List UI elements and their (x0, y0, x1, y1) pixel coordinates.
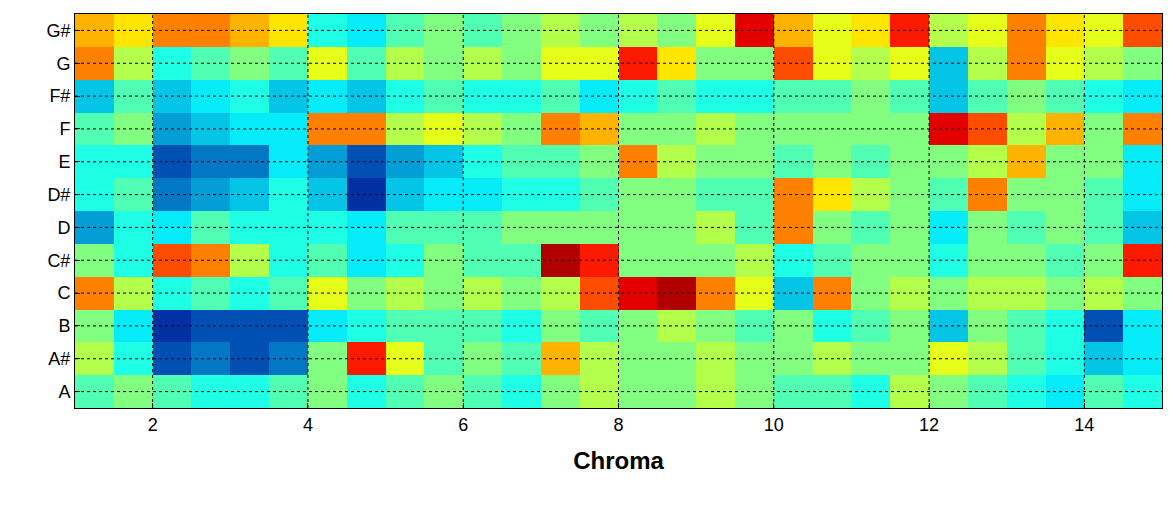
svg-text:C#: C# (47, 251, 70, 271)
svg-text:G: G (56, 54, 70, 74)
svg-text:Chroma: Chroma (573, 447, 664, 474)
svg-text:D#: D# (47, 185, 70, 205)
svg-text:E: E (58, 152, 70, 172)
svg-text:14: 14 (1074, 415, 1094, 435)
svg-text:G#: G# (46, 21, 70, 41)
svg-text:2: 2 (148, 415, 158, 435)
svg-text:6: 6 (458, 415, 468, 435)
svg-text:D: D (57, 218, 70, 238)
svg-text:A#: A# (48, 349, 70, 369)
svg-text:F: F (59, 119, 70, 139)
svg-text:12: 12 (919, 415, 939, 435)
svg-text:F#: F# (49, 86, 70, 106)
svg-text:10: 10 (764, 415, 784, 435)
svg-text:8: 8 (613, 415, 623, 435)
svg-text:4: 4 (303, 415, 313, 435)
svg-text:B: B (58, 316, 70, 336)
svg-text:C: C (57, 283, 70, 303)
svg-text:A: A (58, 382, 70, 402)
